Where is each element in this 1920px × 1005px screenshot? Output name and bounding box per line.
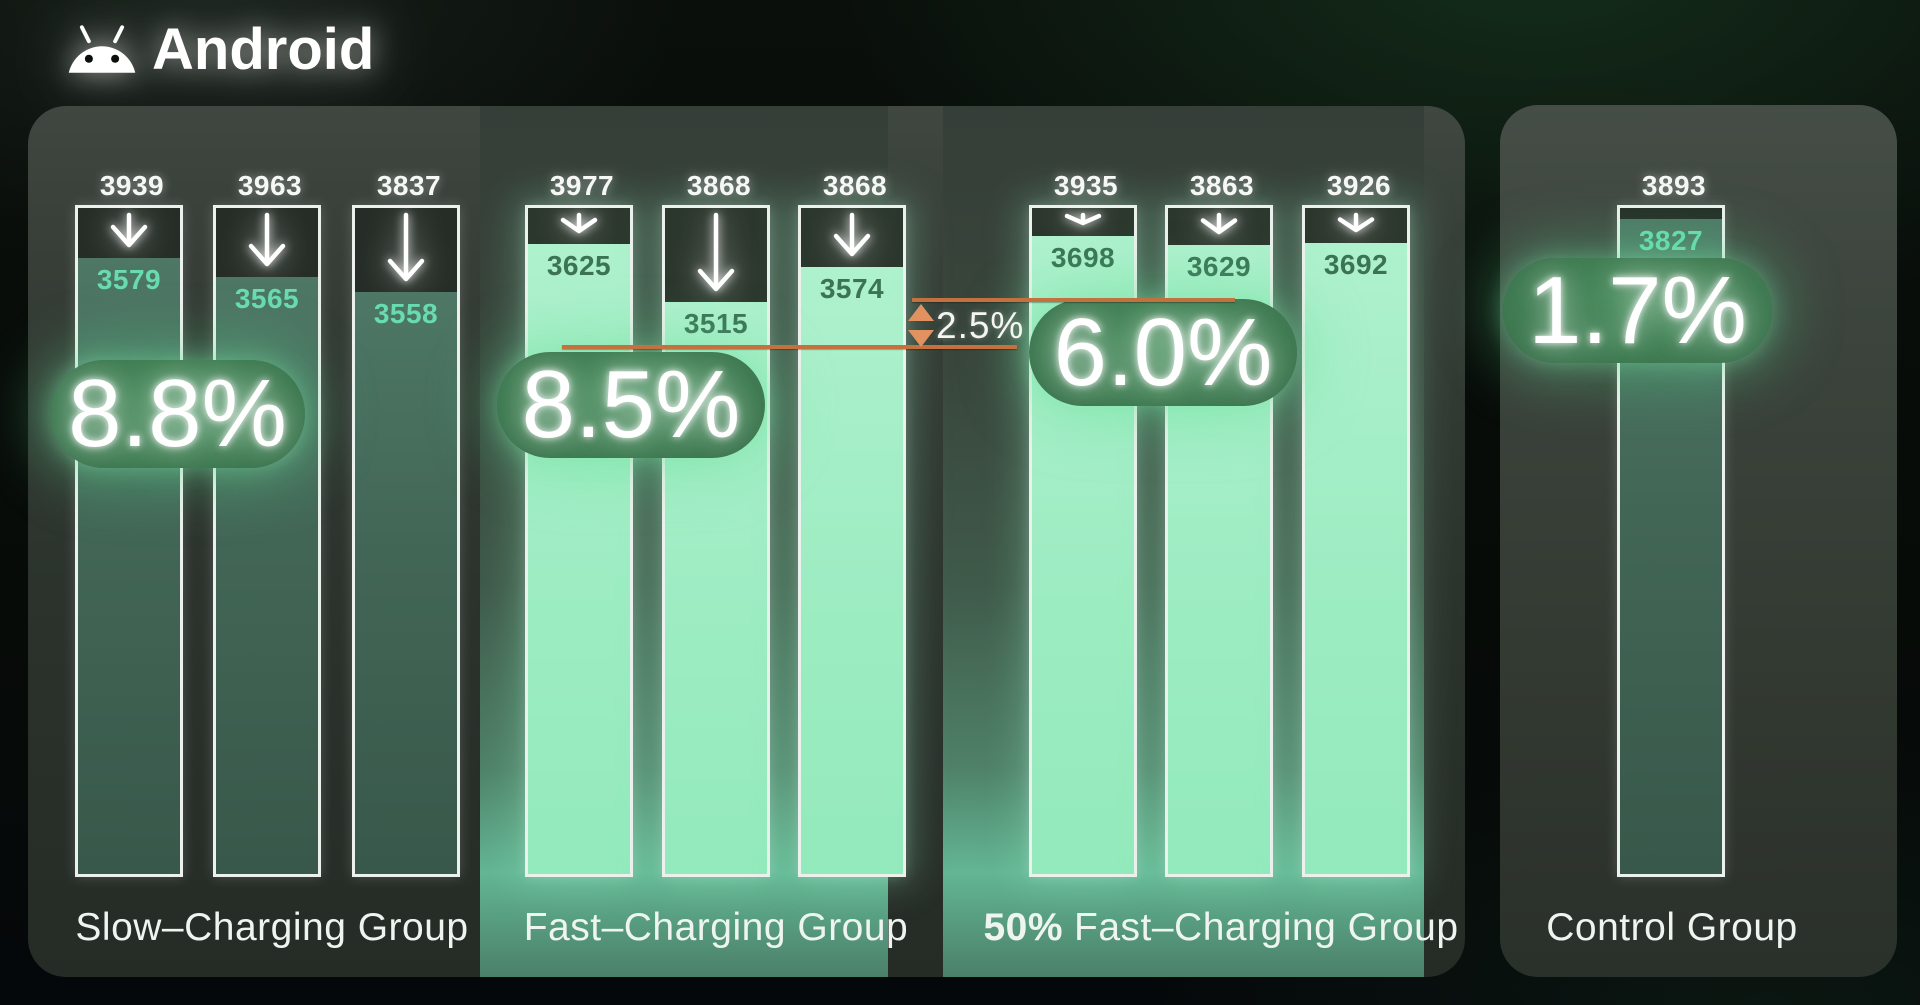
bar-after-value: 3565 [234, 283, 300, 314]
badge-slow-group-pct: 8.8% [50, 360, 305, 468]
bar-before-value: 3837 [376, 170, 442, 201]
group-label-bold-prefix: 50% [983, 906, 1063, 949]
badge-fast-group-pct: 8.5% [497, 352, 765, 458]
down-arrow-icon [1168, 212, 1270, 235]
bar-slow-2: 3963 3565 [213, 170, 321, 877]
bar-half-fast-3: 3926 3692 [1302, 170, 1410, 877]
bar-before-value: 3939 [99, 170, 165, 201]
group-label-fast: Fast–Charging Group [523, 906, 909, 949]
bar-fill: 3574 [801, 267, 903, 874]
group-label-rest: Fast–Charging Group [1074, 906, 1459, 949]
bar-fill: 3625 [528, 244, 630, 874]
delta-lower-line [562, 345, 1017, 349]
bar-after-value: 3558 [373, 298, 439, 329]
group-label-half-fast: 50% Fast–Charging Group [961, 906, 1481, 950]
bar-before-value: 3868 [822, 170, 888, 201]
delta-down-triangle-icon [908, 330, 934, 347]
bar-after-value: 3698 [1050, 242, 1116, 273]
bar-slow-3: 3837 3558 [352, 170, 460, 877]
bar-after-value: 3692 [1323, 249, 1389, 280]
android-logo: Android [60, 16, 374, 83]
delta-up-triangle-icon [908, 304, 934, 321]
android-logo-text: Android [152, 17, 375, 82]
bar-after-value: 3827 [1638, 225, 1704, 256]
bar-after-value: 3625 [546, 250, 612, 281]
bar-fast-1: 3977 3625 [525, 170, 633, 877]
down-arrow-icon [528, 212, 630, 234]
bar-before-value: 3868 [686, 170, 752, 201]
android-robot-icon [60, 21, 144, 79]
badge-control-group-pct: 1.7% [1503, 258, 1772, 363]
down-arrow-icon [801, 212, 903, 257]
bar-before-value: 3893 [1641, 170, 1707, 201]
bar-fill: 3692 [1305, 243, 1407, 874]
delta-label: 2.5% [936, 305, 1025, 346]
group-label-slow: Slow–Charging Group [75, 906, 469, 949]
bar-fast-2: 3868 3515 [662, 170, 770, 877]
down-arrow-icon [1305, 212, 1407, 233]
bar-after-value: 3579 [96, 264, 162, 295]
bar-after-value: 3574 [819, 273, 885, 304]
bar-slow-1: 3939 3579 [75, 170, 183, 877]
delta-upper-line [912, 298, 1235, 302]
down-arrow-icon [78, 212, 180, 248]
bar-before-value: 3935 [1053, 170, 1119, 201]
down-arrow-icon [1032, 212, 1134, 226]
down-arrow-icon [355, 212, 457, 282]
group-label-control: Control Group [1546, 906, 1798, 949]
bar-before-value: 3963 [237, 170, 303, 201]
badge-half-fast-group-pct: 6.0% [1029, 299, 1297, 406]
bar-after-value: 3629 [1186, 251, 1252, 282]
bar-before-value: 3863 [1189, 170, 1255, 201]
bar-before-value: 3926 [1326, 170, 1392, 201]
down-arrow-icon [216, 212, 318, 267]
bar-after-value: 3515 [683, 308, 749, 339]
bar-fill: 3558 [355, 292, 457, 874]
down-arrow-icon [665, 212, 767, 292]
bar-fast-3: 3868 3574 [798, 170, 906, 877]
bar-fill: 3579 [78, 258, 180, 874]
bar-before-value: 3977 [549, 170, 615, 201]
